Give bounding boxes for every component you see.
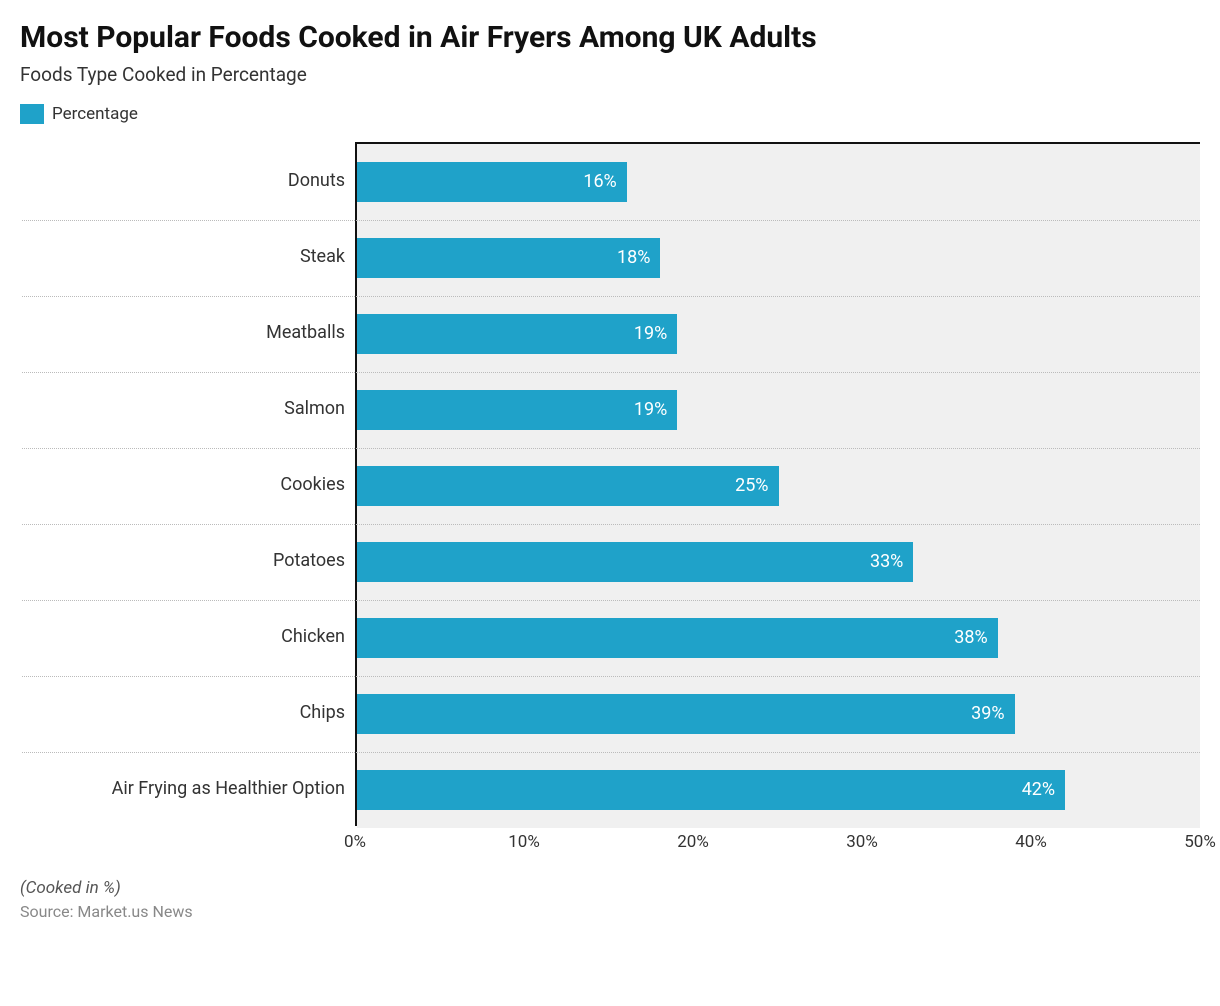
bar-value-label: 39%	[971, 703, 1004, 724]
chart-row: 42%	[357, 752, 1200, 828]
bar-value-label: 33%	[870, 551, 903, 572]
row-separator	[22, 524, 357, 525]
y-axis-label: Air Frying as Healthier Option	[20, 750, 355, 826]
x-axis-tick: 20%	[677, 832, 709, 852]
x-axis: 0%10%20%30%40%50%	[355, 826, 1200, 856]
y-axis-label: Donuts	[20, 142, 355, 218]
x-axis-tick: 40%	[1015, 832, 1047, 852]
y-axis-label: Chicken	[20, 598, 355, 674]
y-axis-label: Steak	[20, 218, 355, 294]
bar: 16%	[357, 162, 627, 202]
chart-row: 16%	[357, 144, 1200, 220]
bar-value-label: 19%	[634, 399, 667, 420]
bar: 33%	[357, 542, 913, 582]
bar-value-label: 16%	[583, 171, 616, 192]
bar-value-label: 19%	[634, 323, 667, 344]
row-separator	[22, 600, 357, 601]
y-axis-label: Salmon	[20, 370, 355, 446]
bar: 19%	[357, 314, 677, 354]
bar: 19%	[357, 390, 677, 430]
row-separator	[357, 676, 1200, 677]
legend: Percentage	[20, 104, 1200, 124]
row-separator	[357, 524, 1200, 525]
y-axis-labels: DonutsSteakMeatballsSalmonCookiesPotatoe…	[20, 142, 355, 826]
row-separator	[357, 448, 1200, 449]
y-axis-label: Chips	[20, 674, 355, 750]
row-separator	[357, 296, 1200, 297]
chart-subtitle: Foods Type Cooked in Percentage	[20, 63, 1200, 86]
row-separator	[22, 220, 357, 221]
bar: 39%	[357, 694, 1015, 734]
row-separator	[357, 752, 1200, 753]
bar: 18%	[357, 238, 660, 278]
x-axis-tick: 50%	[1184, 832, 1216, 852]
x-axis-tick: 10%	[508, 832, 540, 852]
row-separator	[357, 220, 1200, 221]
row-separator	[22, 676, 357, 677]
chart-row: 38%	[357, 600, 1200, 676]
gridline	[1200, 144, 1201, 826]
bar-value-label: 38%	[954, 627, 987, 648]
chart-row: 18%	[357, 220, 1200, 296]
bar-value-label: 25%	[735, 475, 768, 496]
x-axis-tick: 30%	[846, 832, 878, 852]
x-axis-tick: 0%	[344, 832, 366, 852]
bar: 25%	[357, 466, 779, 506]
chart-row: 25%	[357, 448, 1200, 524]
row-separator	[22, 296, 357, 297]
row-separator	[22, 448, 357, 449]
row-separator	[22, 372, 357, 373]
chart: DonutsSteakMeatballsSalmonCookiesPotatoe…	[20, 142, 1200, 826]
legend-swatch	[20, 104, 44, 124]
row-separator	[22, 752, 357, 753]
chart-title: Most Popular Foods Cooked in Air Fryers …	[20, 20, 1200, 55]
footer-note: (Cooked in %)	[20, 878, 1200, 898]
y-axis-label: Potatoes	[20, 522, 355, 598]
bar-value-label: 18%	[617, 247, 650, 268]
plot-area: 16% 18% 19% 19% 25% 33% 38% 39% 42%	[355, 142, 1200, 826]
y-axis-label: Meatballs	[20, 294, 355, 370]
row-separator	[357, 600, 1200, 601]
legend-label: Percentage	[52, 104, 138, 124]
row-separator	[357, 372, 1200, 373]
chart-row: 33%	[357, 524, 1200, 600]
y-axis-label: Cookies	[20, 446, 355, 522]
chart-row: 19%	[357, 372, 1200, 448]
chart-row: 19%	[357, 296, 1200, 372]
bar: 38%	[357, 618, 998, 658]
footer-source: Source: Market.us News	[20, 902, 1200, 921]
chart-row: 39%	[357, 676, 1200, 752]
bar-value-label: 42%	[1022, 779, 1055, 800]
bar: 42%	[357, 770, 1065, 810]
